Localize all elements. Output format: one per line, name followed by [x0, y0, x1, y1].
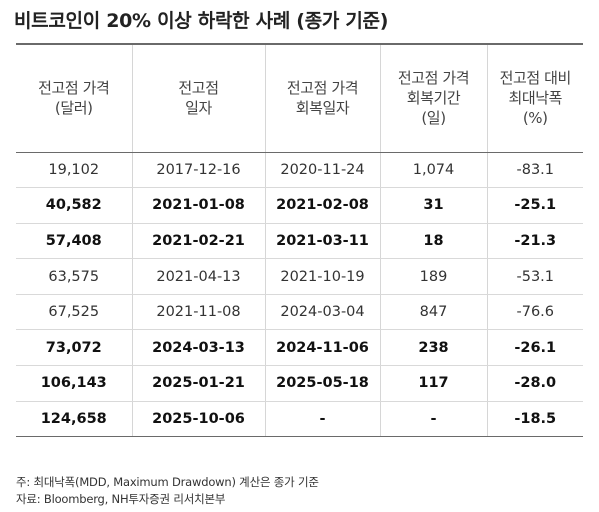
- cell-recovery-date: 2024-03-04: [264, 294, 380, 331]
- cell-peak-price: 63,575: [16, 258, 132, 295]
- header-line: (달러): [54, 99, 93, 118]
- cell-peak-price: 19,102: [16, 152, 132, 189]
- page-title: 비트코인이 20% 이상 하락한 사례 (종가 기준): [14, 10, 389, 32]
- cell-peak-price: 106,143: [16, 365, 132, 402]
- cell-recovery-days: -: [379, 401, 487, 438]
- cell-recovery-days: 18: [379, 223, 487, 260]
- cell-recovery-date: -: [264, 401, 380, 438]
- cell-max-drawdown: -53.1: [486, 258, 583, 295]
- table-row: 67,525 2021-11-08 2024-03-04 847 -76.6: [16, 294, 583, 331]
- cell-peak-price: 67,525: [16, 294, 132, 331]
- cell-peak-date: 2021-11-08: [131, 294, 265, 331]
- cell-recovery-date: 2021-02-08: [264, 187, 380, 224]
- cell-peak-date: 2025-01-21: [131, 365, 265, 402]
- cell-recovery-days: 238: [379, 329, 487, 367]
- table-row: 124,658 2025-10-06- - -18.5: [16, 401, 583, 438]
- header-row: 전고점 가격 (달러) 전고점 일자 전고점 가격 회복일자 전고점 가격 회복…: [16, 43, 583, 153]
- header-line: 전고점 가격: [286, 79, 359, 98]
- header-line: (일): [421, 109, 446, 128]
- table-row: 106,143 2025-01-21 2025-05-18 117 -28.0: [16, 365, 583, 402]
- header-line: 일자: [185, 99, 212, 118]
- cell-max-drawdown: -28.0: [486, 365, 583, 402]
- cell-max-drawdown: -83.1: [486, 152, 583, 189]
- footnote-note: 주: 최대낙폭(MDD, Maximum Drawdown) 계산은 종가 기준: [16, 475, 319, 489]
- table-body: 19,102 2017-12-16 2020-11-24 1,074 -83.1 40,5…: [16, 152, 583, 438]
- cell-recovery-days: 189: [379, 258, 487, 295]
- drawdown-table: 전고점 가격 (달러) 전고점 일자 전고점 가격 회복일자 전고점 가격 회복…: [16, 43, 583, 438]
- cell-recovery-date: 2021-10-19: [264, 258, 380, 295]
- header-peak-price: 전고점 가격 (달러): [16, 43, 132, 153]
- cell-recovery-days: 31: [379, 187, 487, 224]
- cell-peak-date: 2025-10-06: [131, 401, 265, 438]
- cell-peak-date: 2017-12-16: [131, 152, 265, 189]
- cell-recovery-date: 2020-11-24: [264, 152, 380, 189]
- header-peak-date: 전고점 일자: [131, 43, 265, 153]
- cell-max-drawdown: -76.6: [486, 294, 583, 331]
- table-row: 40,582 2021-01-08 2021-02-08 31 -25.1: [16, 187, 583, 224]
- cell-recovery-days: 847: [379, 294, 487, 331]
- cell-peak-date: 2021-02-21: [131, 223, 265, 260]
- table-row: 63,575 2021-04-13 2021-10-19 189 -53.1: [16, 258, 583, 295]
- cell-recovery-days: 1,074: [379, 152, 487, 189]
- footnotes: 주: 최대낙폭(MDD, Maximum Drawdown) 계산은 종가 기준…: [16, 474, 319, 508]
- cell-recovery-date: 2021-03-11: [264, 223, 380, 260]
- header-line: 회복기간: [406, 89, 461, 108]
- cell-max-drawdown: -25.1: [486, 187, 583, 224]
- header-line: (%): [522, 109, 548, 128]
- cell-recovery-days: 117: [379, 365, 487, 402]
- table-row: 57,408 2021-02-21 2021-03-11 18 -21.3: [16, 223, 583, 260]
- cell-peak-price: 57,408: [16, 223, 132, 260]
- header-line: 최대낙폭: [508, 89, 563, 108]
- cell-recovery-date: 2024-11-06: [264, 329, 380, 367]
- header-line: 전고점 대비: [499, 69, 572, 88]
- footnote-source: 자료: Bloomberg, NH투자증권 리서치본부: [16, 492, 226, 506]
- cell-peak-date: 2021-04-13: [131, 258, 265, 295]
- header-max-drawdown: 전고점 대비 최대낙폭 (%): [486, 43, 583, 153]
- cell-peak-price: 73,072: [16, 329, 132, 367]
- cell-peak-date: 2021-01-08: [131, 187, 265, 224]
- header-line: 전고점: [178, 79, 219, 98]
- cell-peak-price: 124,658: [16, 401, 132, 438]
- cell-max-drawdown: -18.5: [486, 401, 583, 438]
- header-recovery-date: 전고점 가격 회복일자: [264, 43, 380, 153]
- header-line: 전고점 가격: [38, 79, 110, 98]
- table-header: 전고점 가격 (달러) 전고점 일자 전고점 가격 회복일자 전고점 가격 회복…: [16, 43, 583, 153]
- cell-max-drawdown: -26.1: [486, 329, 583, 367]
- cell-recovery-date: 2025-05-18: [264, 365, 380, 402]
- table-row: 19,102 2017-12-16 2020-11-24 1,074 -83.1: [16, 152, 583, 189]
- cell-max-drawdown: -21.3: [486, 223, 583, 260]
- header-recovery-days: 전고점 가격 회복기간 (일): [379, 43, 487, 153]
- cell-peak-price: 40,582: [16, 187, 132, 224]
- cell-peak-date: 2024-03-13: [131, 329, 265, 367]
- table-row: 73,072 2024-03-13 2024-11-06 238 -26.1: [16, 329, 583, 367]
- header-line: 회복일자: [295, 99, 350, 118]
- header-line: 전고점 가격: [397, 69, 470, 88]
